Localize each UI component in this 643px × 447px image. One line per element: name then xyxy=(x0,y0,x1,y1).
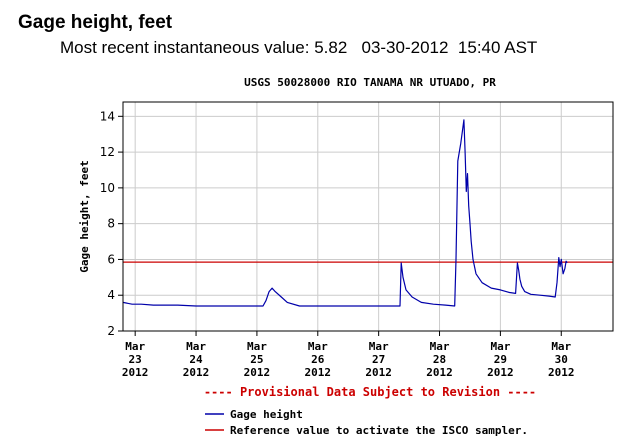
x-tick-label: 2012 xyxy=(244,366,271,379)
x-tick-label: 24 xyxy=(189,353,203,366)
x-tick-label: Mar xyxy=(551,340,571,353)
recent-value: 5.82 xyxy=(314,38,348,57)
x-axis-ticks: Mar232012Mar242012Mar252012Mar262012Mar2… xyxy=(122,331,575,379)
legend: Gage height Reference value to activate t… xyxy=(205,408,528,437)
x-tick-label: Mar xyxy=(308,340,328,353)
gage-height-series xyxy=(122,119,568,307)
x-tick-label: Mar xyxy=(430,340,450,353)
x-tick-label: 26 xyxy=(311,353,325,366)
x-tick-label: 2012 xyxy=(365,366,392,379)
x-tick-label: 2012 xyxy=(426,366,453,379)
page-title: Gage height, feet xyxy=(18,12,173,33)
y-tick-label: 8 xyxy=(107,217,115,231)
x-tick-label: 2012 xyxy=(183,366,210,379)
y-tick-label: 4 xyxy=(107,288,115,302)
x-tick-label: 28 xyxy=(433,353,446,366)
x-tick-label: 2012 xyxy=(305,366,332,379)
legend-label: Gage height xyxy=(230,408,303,421)
grid-lines xyxy=(123,102,613,332)
y-tick-label: 6 xyxy=(107,252,115,266)
recent-time: 15:40 AST xyxy=(457,38,538,57)
recent-value-line: Most recent instantaneous value: 5.82 03… xyxy=(60,38,537,58)
x-tick-label: 27 xyxy=(372,353,385,366)
recent-label: Most recent instantaneous value: xyxy=(60,38,310,57)
x-tick-label: 23 xyxy=(129,353,142,366)
chart-title: USGS 50028000 RIO TANAMA NR UTUADO, PR xyxy=(244,76,496,89)
x-tick-label: 2012 xyxy=(122,366,149,379)
x-tick-label: 2012 xyxy=(548,366,575,379)
legend-label: Reference value to activate the ISCO sam… xyxy=(230,424,528,437)
x-tick-label: Mar xyxy=(369,340,389,353)
y-axis-label: Gage height, feet xyxy=(78,160,91,273)
plot-frame xyxy=(122,101,614,332)
x-tick-label: Mar xyxy=(247,340,267,353)
y-tick-label: 2 xyxy=(107,324,115,338)
x-tick-label: Mar xyxy=(125,340,145,353)
x-tick-label: 25 xyxy=(250,353,263,366)
y-tick-label: 10 xyxy=(100,181,115,195)
x-tick-label: Mar xyxy=(186,340,206,353)
x-tick-label: 30 xyxy=(555,353,568,366)
recent-date: 03-30-2012 xyxy=(361,38,449,57)
x-tick-label: 29 xyxy=(494,353,507,366)
series-layer xyxy=(122,119,613,307)
y-axis-ticks: 2 4 6 8 10 12 14 xyxy=(100,109,123,338)
y-tick-label: 14 xyxy=(100,109,115,123)
y-tick-label: 12 xyxy=(100,145,115,159)
x-tick-label: 2012 xyxy=(487,366,514,379)
provisional-note: ---- Provisional Data Subject to Revisio… xyxy=(204,385,536,399)
x-tick-label: Mar xyxy=(490,340,510,353)
